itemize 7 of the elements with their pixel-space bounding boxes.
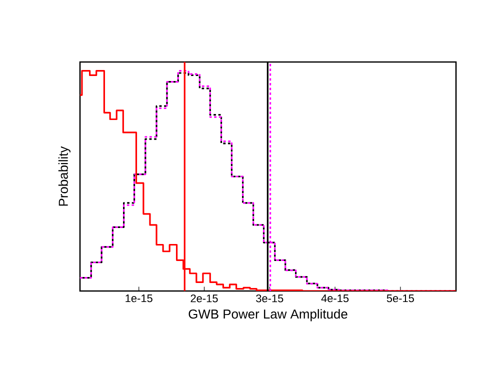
x-tick-label: 2e-15 [190, 294, 218, 302]
x-tick-label: 4e-15 [321, 294, 349, 302]
y-axis-title: Probability [58, 146, 70, 206]
x-tick-label: 1e-15 [126, 294, 152, 302]
x-tick-label: 3e-15 [256, 294, 284, 302]
x-tick-label: 5e-15 [386, 294, 414, 302]
x-axis-title: GWB Power Law Amplitude [188, 309, 348, 322]
